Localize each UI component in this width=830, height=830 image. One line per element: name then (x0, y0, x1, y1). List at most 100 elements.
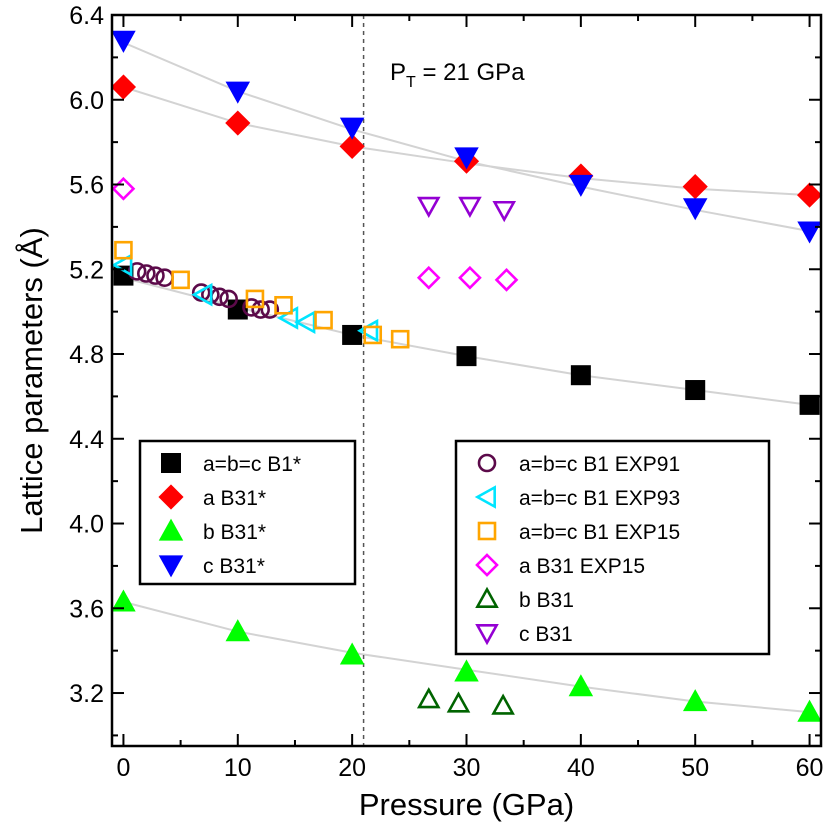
data-point (454, 147, 479, 170)
data-point (111, 589, 136, 612)
data-point (111, 176, 136, 201)
data-point (458, 196, 482, 218)
data-point (111, 30, 136, 53)
legend-label: c B31 (519, 623, 573, 646)
data-point (568, 674, 594, 697)
data-point (114, 240, 133, 260)
data-point (274, 295, 293, 315)
x-axis-label: Pressure (GPa) (359, 787, 574, 822)
data-point (155, 268, 174, 288)
legend-box (454, 439, 771, 656)
data-point (568, 174, 594, 197)
series-2 (111, 589, 822, 722)
y-tick-label: 3.6 (69, 595, 104, 623)
data-point (342, 324, 363, 345)
data-point (416, 687, 441, 709)
data-point (225, 619, 251, 642)
data-point (314, 310, 333, 330)
legend-marker (158, 518, 184, 541)
data-point (796, 182, 823, 208)
x-tick-label: 0 (116, 754, 130, 782)
y-tick-label: 3.2 (69, 680, 104, 708)
data-point (191, 283, 211, 302)
transition-pressure-label: PT = 21 GPa (390, 59, 525, 91)
legend-label: a B31 EXP15 (519, 555, 645, 578)
data-point (294, 310, 316, 335)
y-tick-label: 4.0 (69, 511, 104, 539)
legend-marker (474, 485, 496, 509)
legend-marker (477, 521, 497, 541)
legend-left: a=b=c B1* a B31* b B31* c B31* (138, 439, 357, 586)
data-point (492, 200, 517, 223)
axis-ticks: 0 10 20 30 40 50 60 3.2 3.6 4.0 4.4 4.8 5.2 5.6 6.0 6.4 (69, 2, 823, 782)
data-point (137, 264, 156, 283)
y-tick-label: 5.6 (69, 172, 104, 200)
data-markers (110, 30, 823, 722)
x-tick-label: 40 (567, 754, 595, 782)
data-point (251, 300, 270, 319)
y-tick-label: 5.2 (69, 256, 104, 284)
data-point (260, 300, 280, 319)
data-point (494, 268, 519, 292)
data-point (682, 174, 708, 200)
legend-marker (475, 553, 499, 577)
legend-right: a=b=c B1 EXP91 a=b=c B1 EXP93 a=b=c B1 EXP… (454, 439, 771, 656)
legend-label: a=b=c B1 EXP91 (519, 453, 680, 476)
fit-a-b31 (123, 86, 810, 197)
legend-marker (161, 453, 181, 473)
data-point (225, 81, 251, 104)
data-point (416, 265, 441, 290)
x-tick-label: 60 (796, 754, 824, 782)
data-point (416, 196, 441, 218)
data-point (146, 266, 165, 285)
data-point (390, 329, 410, 349)
data-point (797, 221, 822, 244)
y-tick-label: 4.8 (69, 341, 104, 369)
data-point (339, 642, 365, 665)
data-point (682, 198, 708, 221)
legend-marker (475, 586, 499, 608)
data-point (171, 270, 190, 290)
data-point (276, 306, 299, 330)
legend-label: a=b=c B1 EXP93 (519, 487, 680, 510)
data-point (797, 699, 822, 722)
data-point (363, 325, 383, 345)
legend-label: a B31* (203, 487, 266, 510)
legend-label: b B31* (203, 521, 266, 544)
x-tick-label: 20 (338, 754, 366, 782)
series-6 (114, 240, 410, 349)
legend-label: a=b=c B1* (203, 453, 301, 476)
x-tick-label: 50 (681, 754, 709, 782)
data-point (682, 689, 708, 712)
data-point (110, 74, 137, 100)
legend-marker (475, 624, 499, 646)
y-axis-label: Lattice parameters (Å) (14, 227, 49, 534)
series-1 (110, 74, 823, 208)
legend-label: c B31* (203, 555, 265, 578)
data-point (456, 346, 477, 367)
series-9 (416, 196, 517, 223)
legend-label: a=b=c B1 EXP15 (519, 521, 680, 544)
x-tick-label: 10 (224, 754, 252, 782)
data-point (570, 365, 591, 386)
y-tick-label: 6.4 (69, 2, 104, 30)
data-point (245, 289, 265, 309)
data-point (799, 394, 820, 415)
y-tick-label: 4.4 (69, 426, 104, 454)
data-point (127, 262, 147, 281)
data-point (339, 117, 365, 140)
data-point (491, 693, 515, 715)
data-point (458, 265, 482, 290)
data-point (219, 289, 238, 309)
data-point (191, 282, 213, 307)
x-tick-label: 30 (453, 754, 481, 782)
data-point (454, 659, 479, 682)
data-point (339, 133, 365, 159)
legend-marker (158, 484, 184, 510)
series-8 (416, 687, 515, 715)
legend-marker (158, 555, 184, 578)
data-point (446, 691, 471, 713)
data-point (685, 380, 706, 401)
legend-label: b B31 (519, 589, 574, 612)
